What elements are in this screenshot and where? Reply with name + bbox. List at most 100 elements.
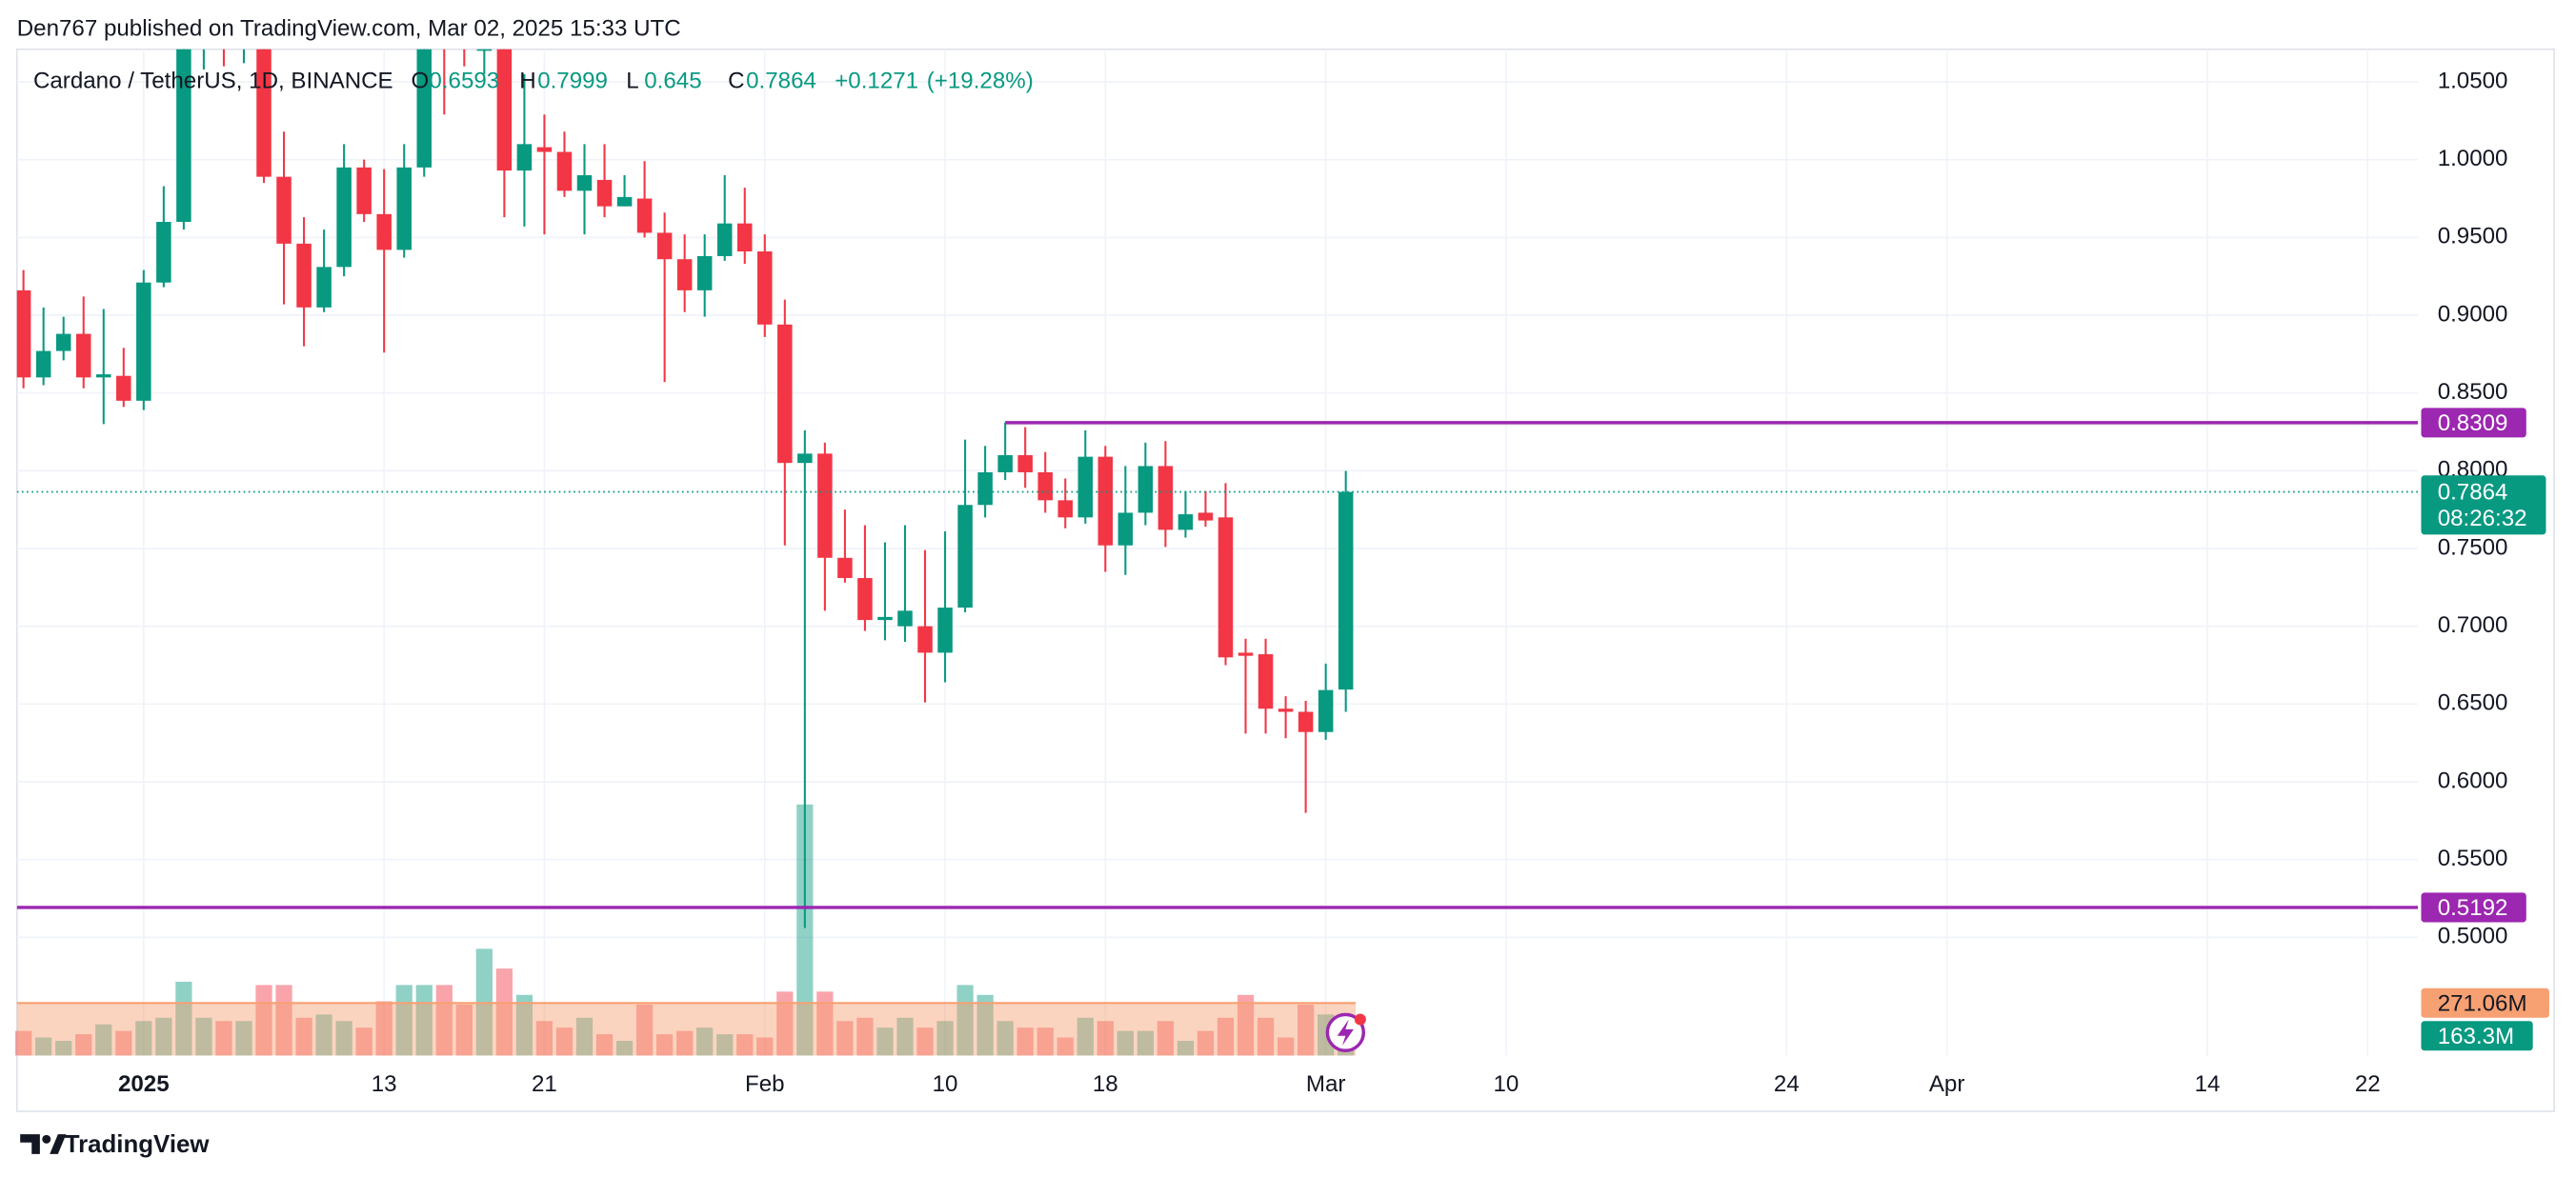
volume-bar — [816, 991, 834, 1056]
volume-bar — [355, 1027, 372, 1056]
x-tick-label: Feb — [745, 1071, 785, 1097]
price-pane — [16, 49, 2419, 928]
legend-value: 0.6593 — [429, 69, 499, 94]
close-label: 0.7864 — [2438, 480, 2508, 506]
volume-bar — [1277, 1037, 1295, 1056]
candle-body — [256, 49, 272, 177]
x-tick-label: 2025 — [118, 1071, 170, 1097]
candle-body — [857, 578, 873, 621]
volume-bar — [315, 1014, 332, 1056]
volume-bar — [936, 1021, 954, 1056]
volume-bar — [736, 1034, 754, 1056]
legend-key: H — [519, 69, 535, 94]
candle-body — [797, 453, 813, 464]
volume-bar — [1157, 1021, 1175, 1056]
y-tick-label: 0.5500 — [2438, 846, 2508, 871]
volume-bar — [1117, 1030, 1134, 1056]
candle-body — [55, 333, 71, 351]
volume-bar — [836, 1021, 854, 1056]
countdown: 08:26:32 — [2438, 506, 2527, 531]
candle-body — [136, 282, 151, 401]
candle-body — [476, 49, 493, 51]
volume-bar — [1016, 1027, 1034, 1056]
volume-bar — [716, 1034, 734, 1056]
legend-key: O — [411, 69, 429, 94]
candle-body — [116, 375, 131, 401]
candle-body — [997, 454, 1013, 472]
volume-bar — [495, 968, 513, 1056]
candle-body — [356, 167, 372, 214]
alert-icon[interactable] — [1325, 1012, 1366, 1052]
volume-bar — [135, 1021, 152, 1056]
y-tick-label: 0.5000 — [2438, 924, 2508, 949]
volume-bar — [1177, 1040, 1195, 1056]
candle-body — [1258, 654, 1274, 709]
candle-body — [1057, 500, 1074, 518]
volume-bar — [115, 1030, 132, 1056]
candle-body — [596, 179, 613, 207]
brand-name: TradingView — [65, 1131, 211, 1158]
legend-value: 0.7999 — [537, 69, 608, 94]
volume-bar — [35, 1037, 52, 1056]
candle-body — [1298, 711, 1314, 732]
volume-bar — [295, 1017, 312, 1056]
candle-body — [1218, 517, 1234, 658]
legend-change: +0.1271 — [835, 69, 918, 94]
candle-body — [716, 223, 733, 256]
volume-bar — [375, 1001, 392, 1056]
candle-body — [937, 608, 953, 653]
candle-body — [296, 243, 312, 308]
volume-bar — [535, 1021, 553, 1056]
volume-bar — [215, 1021, 232, 1056]
brand-logo[interactable]: TradingView — [20, 1131, 210, 1158]
candle-body — [1017, 454, 1033, 472]
volume-label-box — [2421, 1021, 2533, 1051]
volume-bar — [75, 1034, 92, 1056]
candle-body — [636, 198, 653, 233]
candle-body — [696, 255, 713, 290]
volume-bar — [1036, 1027, 1054, 1056]
candle-body — [817, 453, 833, 558]
x-tick-label: 24 — [1774, 1071, 1800, 1097]
volume-bar — [1297, 1004, 1315, 1056]
y-tick-label: 0.7500 — [2438, 534, 2508, 560]
x-tick-label: Apr — [1929, 1071, 1965, 1097]
candle-body — [156, 222, 171, 283]
x-tick-label: Mar — [1306, 1071, 1346, 1097]
volume-bar — [55, 1040, 72, 1056]
y-tick-label: 0.7000 — [2438, 612, 2508, 638]
candle-body — [1137, 466, 1154, 513]
volume-bar — [896, 1017, 914, 1056]
candle-body — [1077, 456, 1094, 518]
candle-body — [1238, 652, 1254, 656]
level-label-box — [2421, 408, 2526, 438]
candle-body — [757, 251, 773, 325]
volume-bar — [175, 981, 192, 1056]
legend-key: L — [626, 69, 638, 94]
volume-bar — [1217, 1017, 1235, 1056]
volume-bar — [976, 994, 994, 1056]
candle-body — [496, 49, 513, 171]
volume-ma-label: 271.06M — [2438, 990, 2527, 1016]
volume-bar — [996, 1021, 1014, 1056]
volume-bar — [1237, 994, 1255, 1056]
volume-bar — [1097, 1021, 1114, 1056]
candle-body — [1338, 491, 1354, 690]
candle-body — [336, 167, 352, 268]
candle-body — [1177, 514, 1194, 530]
candle-body — [316, 267, 332, 308]
candle-body — [1197, 512, 1214, 521]
level-label-box — [2421, 892, 2526, 923]
volume-bar — [656, 1034, 674, 1056]
candle-body — [276, 176, 292, 244]
y-tick-label: 0.9000 — [2438, 301, 2508, 327]
candle-body — [75, 333, 91, 378]
candle-body — [957, 505, 973, 608]
y-tick-label: 0.8500 — [2438, 379, 2508, 405]
y-tick-label: 0.6000 — [2438, 768, 2508, 793]
x-tick-label: 10 — [1494, 1071, 1519, 1097]
candle-body — [16, 289, 31, 378]
